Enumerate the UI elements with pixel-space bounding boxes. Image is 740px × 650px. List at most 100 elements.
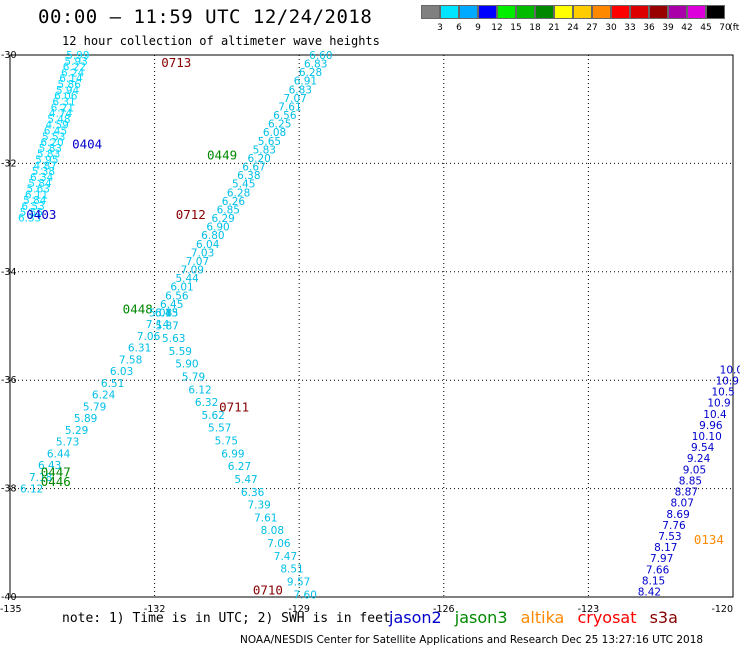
color-swatch: [516, 5, 535, 19]
lon-tick-label: -123: [578, 604, 600, 615]
swh-value: 6.33: [18, 213, 41, 225]
swh-value: 6.45: [44, 125, 67, 137]
swh-value: 5.44: [175, 273, 199, 285]
color-swatch: [440, 5, 459, 19]
swh-value: 7.07: [283, 93, 306, 105]
swh-value: 7.58: [119, 354, 142, 366]
swh-value: 6.44: [47, 448, 71, 460]
swh-value: 5.84: [28, 178, 52, 190]
swh-value: 6.53: [21, 201, 44, 213]
lon-tick-label: -129: [288, 604, 310, 615]
swh-value: 7.09: [181, 265, 204, 277]
swh-value: 7.14: [146, 319, 170, 331]
pass-label: 0713: [161, 55, 191, 70]
swh-value: 5.53: [42, 131, 65, 143]
swh-value: 5.63: [27, 184, 50, 196]
pass-label: 0134: [694, 532, 724, 547]
legend-jason2: jason2: [389, 608, 442, 627]
swh-value: 6.26: [222, 196, 246, 208]
swh-value: 5.86: [58, 79, 82, 91]
swh-value: 9.57: [287, 576, 310, 588]
swh-value: 8.15: [642, 575, 665, 587]
swh-value: 8.07: [671, 498, 694, 510]
swh-value: 6.67: [242, 162, 265, 174]
color-swatch: [421, 5, 440, 19]
swh-value: 5.90: [175, 359, 198, 371]
swh-value: 7.07: [186, 256, 209, 268]
swh-value: 6.60: [309, 50, 332, 62]
swh-value: 7.66: [646, 564, 670, 576]
swh-value: 5.87: [155, 320, 178, 332]
pass-label: 0712: [176, 207, 206, 222]
color-swatch: [592, 5, 611, 19]
color-swatch: [668, 5, 687, 19]
swh-value: 6.25: [268, 119, 291, 131]
swh-value: 8.51: [280, 564, 303, 576]
pass-label: 0711: [219, 399, 249, 414]
color-scale-label: 21: [548, 23, 560, 33]
swh-value: 6.01: [170, 282, 193, 294]
legend-altika: altika: [520, 608, 565, 627]
swh-value: 5.94: [56, 85, 80, 97]
swh-value: 7.61: [254, 512, 277, 524]
swh-value: 6.85: [217, 204, 240, 216]
color-swatch: [459, 5, 478, 19]
swh-value: 5.62: [201, 410, 224, 422]
color-scale-label: 9: [475, 23, 481, 33]
color-scale-label: 30: [605, 23, 617, 33]
lon-tick-label: -126: [433, 604, 455, 615]
swh-value: 4.59: [45, 120, 68, 132]
color-scale-label: 33: [624, 23, 636, 33]
swh-value: 5.63: [162, 333, 185, 345]
swh-value: 5.84: [23, 195, 47, 207]
legend-cryosat: cryosat: [577, 608, 637, 627]
pass-label: 0446: [41, 474, 71, 489]
color-scale-label: 39: [662, 23, 674, 33]
swh-value: 5.93: [64, 56, 87, 68]
swh-value: 6.90: [206, 222, 229, 234]
color-swatch: [687, 5, 706, 19]
swh-value: 8.08: [261, 525, 284, 537]
swh-value: 6.08: [263, 127, 286, 139]
pass-label: 0447: [41, 464, 71, 479]
swh-value: 5.75: [215, 436, 238, 448]
credit-line: NOAA/NESDIS Center for Satellite Applica…: [240, 634, 704, 646]
swh-value: 6.56: [273, 110, 297, 122]
swh-value: 6.51: [101, 378, 124, 390]
color-swatch: [478, 5, 497, 19]
swh-value: 5.83: [253, 144, 276, 156]
swh-value: 5.73: [56, 437, 79, 449]
page-subtitle: 12 hour collection of altimeter wave hei…: [62, 34, 380, 48]
swh-value: 5.79: [182, 372, 205, 384]
swh-value: 6.03: [110, 366, 133, 378]
swh-value: 5.99: [66, 50, 89, 62]
color-swatch: [611, 5, 630, 19]
swh-value: 7.39: [247, 500, 270, 512]
swh-value: 6.22: [63, 62, 86, 74]
swh-value: 6.06: [54, 91, 78, 103]
pass-label: 0710: [253, 582, 283, 597]
color-swatch: [497, 5, 516, 19]
swh-value: 6.21: [51, 102, 74, 114]
swh-value: 5.47: [234, 474, 257, 486]
swh-value: 7.06: [267, 538, 291, 550]
swh-value: 6.83: [304, 59, 327, 71]
color-swatch: [706, 5, 725, 19]
swh-value: 8.42: [638, 587, 661, 599]
lat-tick-label: -34: [1, 267, 17, 278]
swh-value: 6.45: [155, 307, 178, 319]
color-scale-label: 36: [643, 23, 655, 33]
swh-value: 7.03: [191, 247, 214, 259]
swh-value: 6.20: [40, 137, 63, 149]
swh-value: 6.24: [92, 390, 116, 402]
swh-value: 5.08: [149, 307, 172, 319]
swh-value: 7.60: [294, 589, 317, 601]
swh-value: 6.43: [38, 460, 61, 472]
lat-tick-label: -36: [1, 375, 17, 386]
swh-value: 6.12: [20, 484, 43, 496]
color-scale-label: 24: [567, 23, 579, 33]
swh-value: 7.61: [278, 101, 301, 113]
color-scale-label: 42: [681, 23, 693, 33]
swh-value: 7.47: [274, 551, 297, 563]
footnote: note: 1) Time is in UTC; 2) SWH is in fe…: [62, 611, 391, 626]
